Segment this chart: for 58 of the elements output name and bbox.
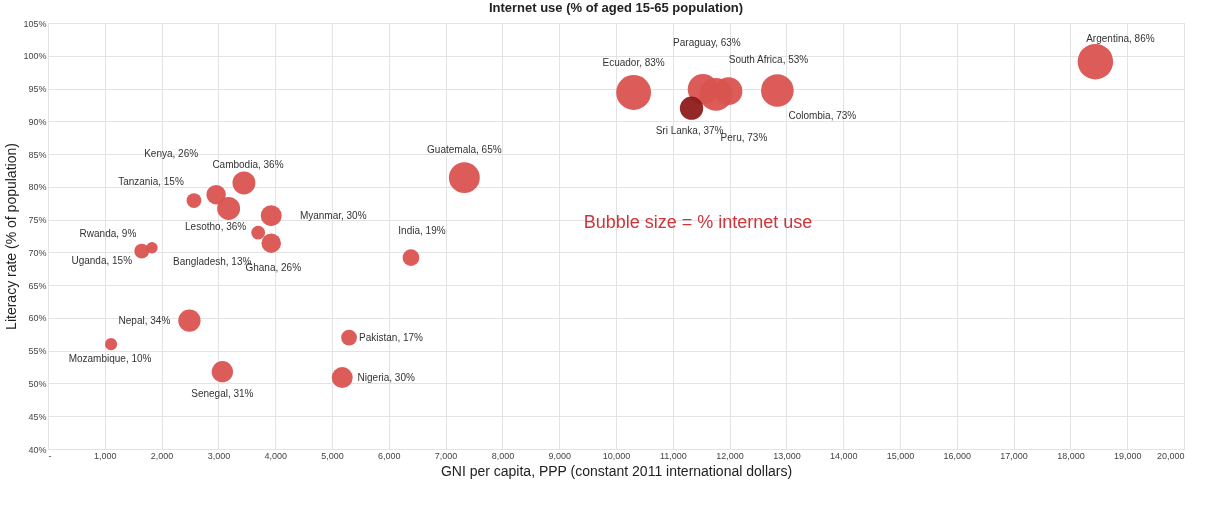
- data-label: Guatemala, 65%: [427, 143, 502, 155]
- data-label: Mozambique, 10%: [68, 353, 152, 365]
- x-tick-label: 16,000: [943, 450, 972, 461]
- y-tick-label: 95%: [28, 84, 47, 95]
- x-tick-label: 18,000: [1057, 450, 1085, 461]
- data-label: Nepal, 34%: [118, 314, 171, 326]
- data-label: Pakistan, 17%: [359, 331, 424, 343]
- data-label: Colombia, 73%: [788, 109, 857, 121]
- y-tick-label: 85%: [28, 149, 47, 160]
- x-tick-label: 11,000: [659, 450, 687, 461]
- x-tick-label: 5,000: [321, 450, 344, 461]
- data-label: Lesotho, 36%: [185, 221, 247, 233]
- data-label: Argentina, 86%: [1086, 32, 1155, 44]
- data-label: Ecuador, 83%: [602, 57, 665, 69]
- y-tick-label: 60%: [28, 313, 47, 324]
- data-label: Rwanda, 9%: [79, 227, 137, 239]
- data-label: Uganda, 15%: [71, 255, 133, 267]
- x-tick-label: 20,000: [1156, 450, 1185, 461]
- y-tick-label: 55%: [28, 346, 47, 357]
- chart-title: Internet use (% of aged 15-65 population): [488, 0, 744, 15]
- data-label: Cambodia, 36%: [212, 158, 284, 170]
- y-tick-label: 90%: [28, 116, 47, 127]
- data-label: Senegal, 31%: [191, 387, 254, 399]
- y-tick-label: 50%: [28, 378, 47, 389]
- x-tick-label: 9,000: [548, 450, 571, 461]
- y-tick-label: 65%: [28, 280, 47, 291]
- data-label: Tanzania, 15%: [118, 175, 184, 187]
- y-tick-label: 45%: [28, 411, 47, 422]
- data-label: Paraguay, 63%: [673, 37, 741, 49]
- y-tick-label: 40%: [28, 444, 47, 455]
- x-tick-label: -: [48, 450, 52, 461]
- x-tick-label: 15,000: [886, 450, 915, 461]
- x-tick-label: 19,000: [1113, 450, 1142, 461]
- x-tick-label: 1,000: [94, 450, 117, 461]
- x-tick-label: 14,000: [829, 450, 858, 461]
- data-label: Myanmar, 30%: [299, 209, 367, 221]
- x-axis-title: GNI per capita, PPP (constant 2011 international dollars): [440, 462, 793, 479]
- x-tick-label: 17,000: [1000, 450, 1028, 461]
- y-tick-label: 75%: [28, 215, 47, 226]
- y-tick-label: 100%: [23, 51, 47, 62]
- y-tick-label: 70%: [28, 247, 47, 258]
- data-label: India, 19%: [398, 224, 446, 236]
- x-tick-label: 8,000: [491, 450, 515, 461]
- y-tick-label: 105%: [23, 18, 47, 29]
- data-label: Nigeria, 30%: [357, 371, 415, 383]
- data-label: South Africa, 53%: [728, 54, 809, 66]
- y-axis-title: Literacy rate (% of population): [3, 143, 20, 330]
- y-tick-label: 80%: [28, 182, 47, 193]
- data-label: Kenya, 26%: [144, 147, 199, 159]
- x-tick-label: 13,000: [773, 450, 801, 461]
- x-tick-label: 12,000: [716, 450, 744, 461]
- annotation: Bubble size = % internet use: [583, 212, 813, 232]
- x-tick-label: 7,000: [434, 450, 458, 461]
- x-tick-label: 10,000: [602, 450, 631, 461]
- x-tick-label: 2,000: [150, 450, 174, 461]
- x-tick-label: 4,000: [264, 450, 287, 461]
- x-tick-label: 3,000: [207, 450, 231, 461]
- x-tick-label: 6,000: [378, 450, 401, 461]
